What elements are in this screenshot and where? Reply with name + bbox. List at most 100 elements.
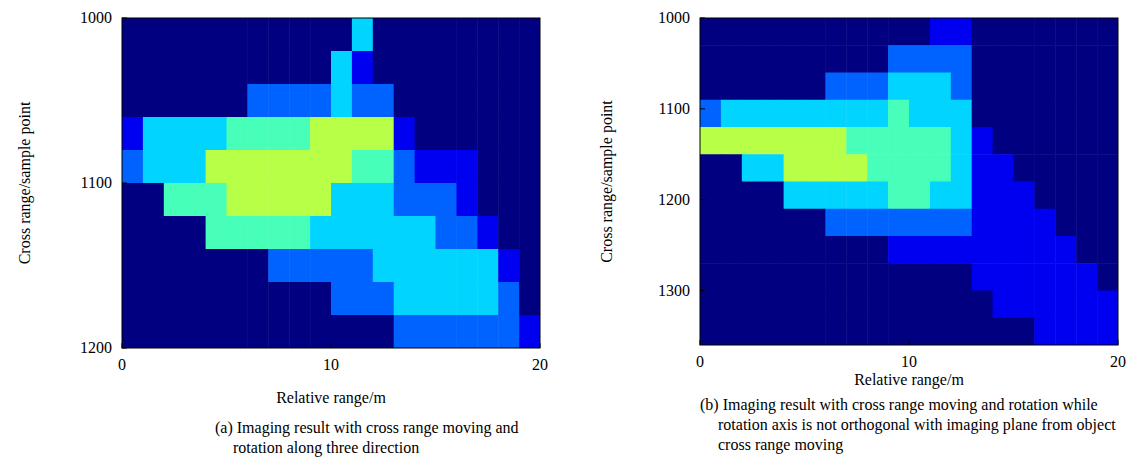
heatmap-cell — [1097, 45, 1118, 73]
plot-frame — [122, 18, 540, 348]
heatmap-cell — [1076, 154, 1097, 182]
heatmap-cell — [268, 84, 289, 118]
heatmap-cell — [143, 150, 164, 184]
heatmap-cell — [763, 209, 784, 237]
heatmap-cell — [164, 117, 185, 151]
heatmap-cell — [122, 249, 143, 283]
heatmap-cell — [143, 282, 164, 316]
heatmap-cell — [888, 291, 909, 319]
heatmap-cell — [721, 154, 742, 182]
heatmap-cell — [206, 117, 227, 151]
heatmap-cell — [289, 150, 310, 184]
heatmap-cell — [930, 127, 951, 155]
heatmap-cell — [456, 183, 477, 217]
heatmap-cell — [784, 318, 805, 345]
heatmap-cell — [867, 18, 888, 46]
heatmap-cell — [331, 117, 352, 151]
heatmap-cell — [206, 282, 227, 316]
heatmap-cell — [930, 291, 951, 319]
heatmap-cell — [143, 84, 164, 118]
heatmap-cell — [227, 84, 248, 118]
heatmap-cell — [951, 100, 972, 128]
heatmap-cell — [805, 209, 826, 237]
heatmap-cell — [867, 73, 888, 101]
heatmap-cell — [805, 318, 826, 345]
heatmap-cell — [498, 18, 519, 52]
heatmap-cell — [1055, 18, 1076, 46]
heatmap-cell — [867, 291, 888, 319]
heatmap-cell — [122, 183, 143, 217]
heatmap-cell — [784, 263, 805, 291]
heatmap-cell — [477, 282, 498, 316]
heatmap-cell — [930, 209, 951, 237]
heatmap-cell — [805, 127, 826, 155]
heatmap-cell — [373, 84, 394, 118]
heatmap-cell — [846, 236, 867, 264]
heatmap-cell — [310, 216, 331, 250]
heatmap-cell — [164, 84, 185, 118]
heatmap-cell — [394, 150, 415, 184]
heatmap-cell — [1034, 263, 1055, 291]
heatmap-cell — [1014, 209, 1035, 237]
heatmap-cell — [846, 263, 867, 291]
y-tick — [122, 348, 127, 349]
heatmap-cell — [1097, 182, 1118, 210]
heatmap-cell — [415, 249, 436, 283]
heatmap-cell — [1034, 100, 1055, 128]
heatmap-cell — [352, 51, 373, 85]
heatmap-cell — [436, 84, 457, 118]
heatmap-cell — [867, 209, 888, 237]
heatmap-cell — [268, 150, 289, 184]
heatmap-cell — [1014, 318, 1035, 345]
heatmap-cell — [846, 209, 867, 237]
heatmap-cell — [268, 51, 289, 85]
heatmap-cell — [143, 216, 164, 250]
heatmap-cell — [700, 73, 721, 101]
heatmap-cell — [122, 150, 143, 184]
heatmap-cell — [972, 263, 993, 291]
y-tick — [122, 18, 127, 19]
heatmap-cell — [143, 183, 164, 217]
heatmap-cell — [331, 216, 352, 250]
heatmap-cell — [1014, 182, 1035, 210]
heatmap-cell — [143, 18, 164, 52]
heatmap-cell — [909, 318, 930, 345]
heatmap-cell — [498, 315, 519, 348]
heatmap-cell — [1097, 154, 1118, 182]
heatmap-cell — [825, 182, 846, 210]
heatmap-cell — [227, 183, 248, 217]
heatmap-cell — [972, 100, 993, 128]
heatmap-cell — [415, 18, 436, 52]
heatmap-cell — [784, 236, 805, 264]
heatmap-cell — [951, 291, 972, 319]
heatmap-cell — [784, 291, 805, 319]
heatmap-cell — [247, 18, 268, 52]
heatmap-cell — [930, 73, 951, 101]
heatmap-cell — [972, 209, 993, 237]
heatmap-cell — [909, 45, 930, 73]
heatmap-cell — [415, 150, 436, 184]
heatmap-cell — [289, 117, 310, 151]
heatmap-cell — [310, 282, 331, 316]
heatmap-cell — [477, 315, 498, 348]
heatmap-cell — [1076, 318, 1097, 345]
heatmap-cell — [1014, 45, 1035, 73]
heatmap-cell — [1014, 291, 1035, 319]
heatmap-cell — [247, 183, 268, 217]
heatmap-cell — [164, 18, 185, 52]
heatmap-cell — [477, 183, 498, 217]
heatmap-cell — [742, 45, 763, 73]
heatmap-cell — [206, 18, 227, 52]
heatmap-cell — [143, 117, 164, 151]
heatmap-cell — [825, 18, 846, 46]
heatmap-cell — [909, 100, 930, 128]
heatmap-cell — [206, 51, 227, 85]
heatmap-cell — [951, 182, 972, 210]
heatmap-cell — [784, 127, 805, 155]
heatmap-cell — [700, 263, 721, 291]
plot-frame — [700, 18, 1118, 345]
heatmap-cell — [867, 318, 888, 345]
heatmap-cell — [289, 84, 310, 118]
heatmap-cell — [1014, 18, 1035, 46]
heatmap-cell — [825, 45, 846, 73]
